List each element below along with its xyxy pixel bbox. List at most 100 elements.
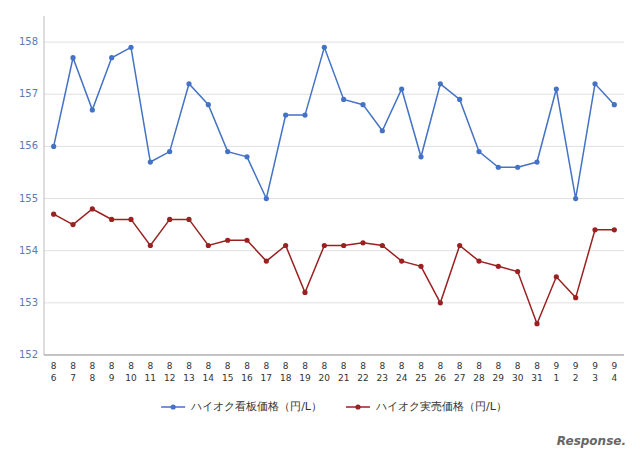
point bbox=[612, 102, 617, 107]
point bbox=[302, 112, 307, 117]
grid-line bbox=[44, 355, 624, 356]
grid-line bbox=[44, 198, 624, 199]
point bbox=[70, 222, 75, 227]
point bbox=[399, 259, 404, 264]
x-axis-line bbox=[44, 355, 624, 356]
y-tick-label: 155 bbox=[19, 193, 38, 204]
x-tick-label: 816 bbox=[241, 361, 253, 383]
point bbox=[438, 300, 443, 305]
y-tick-label: 157 bbox=[19, 88, 38, 99]
point bbox=[380, 128, 385, 133]
point bbox=[592, 227, 597, 232]
x-tick-label: 811 bbox=[145, 361, 156, 383]
point bbox=[534, 159, 539, 164]
point bbox=[476, 149, 481, 154]
legend-item: ハイオク実売価格（円/L） bbox=[346, 400, 507, 413]
point bbox=[438, 81, 443, 86]
point bbox=[554, 86, 559, 91]
grid-line bbox=[44, 250, 624, 251]
point bbox=[515, 165, 520, 170]
x-tick-label: 828 bbox=[473, 361, 485, 383]
point bbox=[573, 295, 578, 300]
point bbox=[554, 274, 559, 279]
grid-line bbox=[44, 94, 624, 95]
x-tick-label: 830 bbox=[512, 361, 524, 383]
point bbox=[244, 238, 249, 243]
point bbox=[186, 217, 191, 222]
point bbox=[283, 112, 288, 117]
legend-item: ハイオク看板価格（円/L） bbox=[161, 400, 322, 413]
legend-label: ハイオク実売価格（円/L） bbox=[375, 400, 507, 413]
annotation: Response. bbox=[557, 434, 626, 448]
point bbox=[51, 212, 56, 217]
x-tick-label: 818 bbox=[280, 361, 292, 383]
point bbox=[225, 149, 230, 154]
point bbox=[167, 217, 172, 222]
x-tick-label: 825 bbox=[415, 361, 426, 383]
point bbox=[51, 144, 56, 149]
grid-line bbox=[44, 42, 624, 43]
point bbox=[109, 55, 114, 60]
y-tick-label: 153 bbox=[19, 297, 38, 308]
grid-line bbox=[44, 302, 624, 303]
point bbox=[244, 154, 249, 159]
x-tick-label: 829 bbox=[493, 361, 505, 383]
point bbox=[225, 238, 230, 243]
point bbox=[360, 102, 365, 107]
point bbox=[496, 165, 501, 170]
x-tick-label: 823 bbox=[377, 361, 388, 383]
point bbox=[148, 243, 153, 248]
x-tick-label: 810 bbox=[125, 361, 137, 383]
point bbox=[399, 86, 404, 91]
x-tick-label: 817 bbox=[261, 361, 272, 383]
y-tick-label: 158 bbox=[19, 36, 38, 47]
x-tick-label: 89 bbox=[109, 361, 115, 383]
point bbox=[109, 217, 114, 222]
point bbox=[418, 264, 423, 269]
point bbox=[128, 45, 133, 50]
series-line bbox=[54, 209, 615, 324]
x-tick-label: 814 bbox=[203, 361, 215, 383]
x-tick-label: 86 bbox=[51, 361, 57, 383]
point bbox=[128, 217, 133, 222]
x-tick-label: 92 bbox=[573, 361, 579, 383]
point bbox=[573, 196, 578, 201]
point bbox=[457, 97, 462, 102]
x-tick-label: 831 bbox=[531, 361, 542, 383]
point bbox=[457, 243, 462, 248]
y-tick-label: 152 bbox=[19, 349, 38, 360]
legend: ハイオク看板価格（円/L） ハイオク実売価格（円/L） bbox=[161, 400, 507, 413]
point bbox=[341, 243, 346, 248]
chart: 1521531541551561571588687888981081181281… bbox=[0, 0, 640, 459]
x-tick-label: 88 bbox=[89, 361, 95, 383]
point bbox=[341, 97, 346, 102]
point bbox=[90, 206, 95, 211]
point bbox=[186, 81, 191, 86]
point bbox=[418, 154, 423, 159]
point bbox=[496, 264, 501, 269]
point bbox=[70, 55, 75, 60]
x-tick-label: 821 bbox=[338, 361, 349, 383]
point bbox=[322, 243, 327, 248]
x-tick-label: 824 bbox=[396, 361, 408, 383]
point bbox=[380, 243, 385, 248]
x-tick-label: 812 bbox=[164, 361, 175, 383]
point bbox=[612, 227, 617, 232]
x-tick-label: 94 bbox=[611, 361, 617, 383]
legend-label: ハイオク看板価格（円/L） bbox=[190, 400, 322, 413]
point bbox=[206, 243, 211, 248]
x-tick-label: 93 bbox=[592, 361, 598, 383]
legend-marker bbox=[171, 404, 176, 409]
x-tick-label: 813 bbox=[183, 361, 194, 383]
series-line bbox=[54, 47, 615, 198]
point bbox=[322, 45, 327, 50]
x-tick-label: 820 bbox=[319, 361, 331, 383]
x-tick-label: 815 bbox=[222, 361, 233, 383]
x-tick-label: 827 bbox=[454, 361, 465, 383]
point bbox=[206, 102, 211, 107]
point bbox=[360, 240, 365, 245]
plot-area bbox=[51, 45, 617, 327]
point bbox=[302, 290, 307, 295]
point bbox=[148, 159, 153, 164]
legend-marker bbox=[355, 404, 360, 409]
